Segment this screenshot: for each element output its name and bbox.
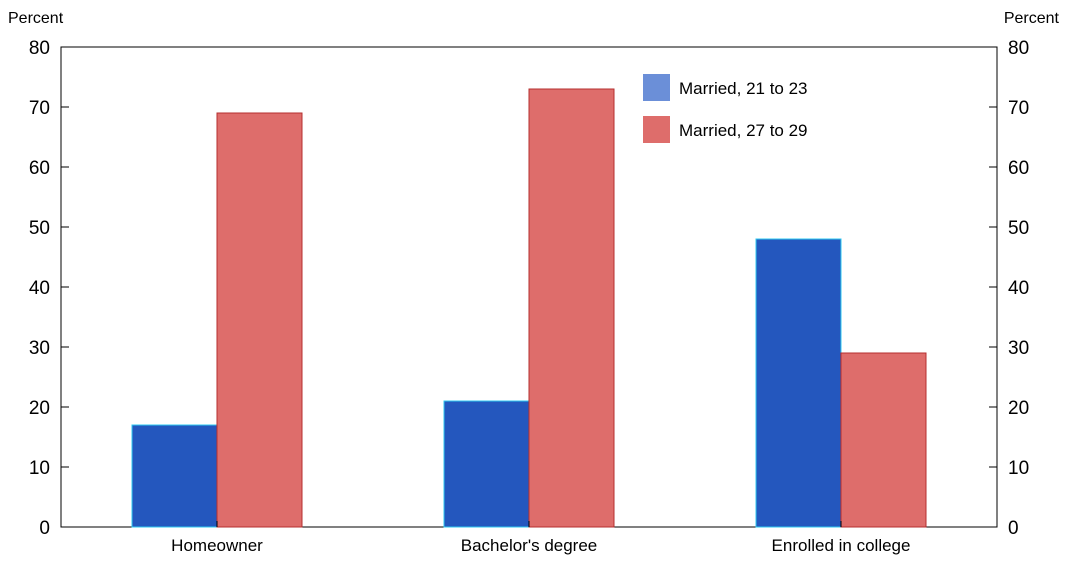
legend-label: Married, 27 to 29 — [679, 121, 808, 140]
y-tick-label-right: 80 — [1008, 38, 1029, 59]
y-tick-label-left: 60 — [29, 158, 50, 179]
x-category-label: Enrolled in college — [772, 536, 911, 555]
x-category-label: Bachelor's degree — [461, 536, 598, 555]
y-tick-label-left: 40 — [29, 278, 50, 299]
y-tick-label-right: 60 — [1008, 158, 1029, 179]
y-tick-label-right: 70 — [1008, 98, 1029, 119]
y-axis-unit-left: Percent — [8, 10, 64, 27]
y-tick-label-right: 0 — [1008, 518, 1019, 539]
bar-married-21-23-enrolled-in-college — [755, 238, 842, 528]
y-tick-label-right: 20 — [1008, 398, 1029, 419]
bar-married-27-29-enrolled-in-college — [840, 352, 927, 528]
x-category-label: Homeowner — [171, 536, 263, 555]
y-axis-unit-right: Percent — [1004, 10, 1060, 27]
y-tick-label-right: 40 — [1008, 278, 1029, 299]
bar-married-27-29-bachelor-s-degree — [528, 88, 615, 528]
y-tick-label-left: 10 — [29, 458, 50, 479]
y-tick-label-right: 50 — [1008, 218, 1029, 239]
bar-married-27-29-homeowner — [216, 112, 303, 528]
y-tick-label-left: 80 — [29, 38, 50, 59]
y-tick-label-left: 0 — [39, 518, 50, 539]
bar-married-21-23-bachelor-s-degree — [443, 400, 530, 528]
y-tick-label-left: 70 — [29, 98, 50, 119]
legend-swatch — [643, 74, 670, 101]
legend-swatch — [643, 116, 670, 143]
y-tick-label-left: 20 — [29, 398, 50, 419]
legend-label: Married, 21 to 23 — [679, 79, 808, 98]
y-tick-label-left: 30 — [29, 338, 50, 359]
y-tick-label-right: 30 — [1008, 338, 1029, 359]
y-tick-label-left: 50 — [29, 218, 50, 239]
y-tick-label-right: 10 — [1008, 458, 1029, 479]
bar-married-21-23-homeowner — [131, 424, 218, 528]
